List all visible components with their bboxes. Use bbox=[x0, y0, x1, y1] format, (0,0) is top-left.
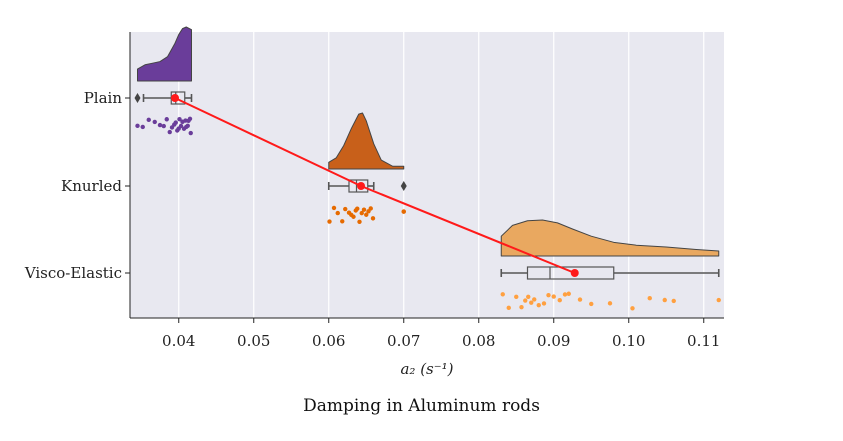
rain-point bbox=[566, 291, 571, 296]
x-tick-label: 0.10 bbox=[612, 332, 645, 350]
x-tick-label: 0.08 bbox=[462, 332, 495, 350]
outlier-marker bbox=[134, 93, 141, 103]
rain-points bbox=[135, 116, 721, 311]
rain-point bbox=[647, 295, 652, 301]
rain-point bbox=[359, 210, 364, 216]
rain-point bbox=[178, 123, 184, 129]
rain-point bbox=[357, 219, 362, 224]
rain-point bbox=[157, 122, 163, 128]
rain-point bbox=[351, 214, 356, 219]
box-plots bbox=[134, 91, 720, 280]
rain-point bbox=[662, 297, 667, 303]
rain-point bbox=[370, 216, 376, 221]
grid-lines bbox=[178, 32, 705, 318]
rain-point bbox=[188, 130, 193, 136]
x-tick-label: 0.06 bbox=[312, 332, 345, 350]
y-axis-categories: Plain Knurled Visco-Elastic bbox=[24, 89, 130, 282]
mean-marker bbox=[171, 94, 179, 102]
rain-point bbox=[541, 301, 547, 306]
y-category-label: Plain bbox=[84, 89, 123, 107]
x-tick-label: 0.04 bbox=[162, 332, 195, 350]
density-cloud bbox=[328, 112, 405, 170]
rain-point bbox=[630, 306, 635, 311]
rain-point bbox=[161, 123, 166, 129]
rain-point bbox=[551, 294, 556, 299]
rain-point bbox=[135, 123, 140, 129]
mean-marker bbox=[357, 182, 365, 190]
plot-background bbox=[130, 32, 724, 318]
rain-point bbox=[361, 207, 367, 212]
rain-point bbox=[185, 123, 190, 128]
rain-point bbox=[562, 292, 568, 297]
box-iqr bbox=[526, 266, 615, 280]
x-tick-label: 0.11 bbox=[687, 332, 720, 350]
y-category-label: Visco-Elastic bbox=[24, 264, 122, 282]
rain-point bbox=[546, 292, 551, 298]
rain-point bbox=[500, 292, 505, 297]
mean-line bbox=[171, 94, 579, 277]
rain-point bbox=[536, 302, 541, 308]
outlier-marker bbox=[400, 181, 407, 191]
x-tick-label: 0.05 bbox=[237, 332, 270, 350]
rain-point bbox=[577, 297, 583, 302]
rain-point bbox=[167, 129, 172, 135]
rain-point bbox=[519, 304, 524, 310]
rain-point bbox=[514, 294, 519, 300]
rain-point bbox=[364, 212, 369, 217]
density-cloud bbox=[137, 26, 192, 82]
rain-point bbox=[146, 117, 151, 123]
rain-point bbox=[177, 117, 182, 122]
rain-point bbox=[335, 210, 340, 216]
rain-point bbox=[327, 219, 332, 224]
density-cloud bbox=[500, 219, 720, 257]
x-axis-label: a₂ (s⁻¹) bbox=[400, 360, 453, 378]
box-iqr bbox=[348, 179, 369, 193]
rain-point bbox=[331, 205, 337, 211]
rain-point bbox=[557, 298, 562, 303]
rain-point bbox=[173, 120, 178, 125]
rain-point bbox=[716, 297, 721, 303]
y-category-label: Knurled bbox=[61, 177, 122, 195]
x-tick-label: 0.09 bbox=[537, 332, 570, 350]
rain-point bbox=[164, 117, 169, 122]
rain-point bbox=[355, 206, 360, 211]
rain-point bbox=[152, 119, 157, 125]
density-clouds bbox=[137, 26, 720, 257]
chart-caption: Damping in Aluminum rods bbox=[303, 396, 540, 416]
rain-point bbox=[368, 206, 373, 211]
rain-point bbox=[523, 298, 528, 303]
rain-point bbox=[187, 116, 193, 122]
rain-point bbox=[529, 300, 534, 305]
rain-point bbox=[401, 209, 406, 214]
mean-marker bbox=[570, 269, 579, 277]
rain-point bbox=[526, 294, 531, 299]
rain-point bbox=[532, 297, 537, 302]
rain-point bbox=[140, 124, 145, 130]
rain-point bbox=[343, 206, 348, 212]
x-tick-label: 0.07 bbox=[387, 332, 420, 350]
rain-point bbox=[607, 301, 613, 306]
x-axis-ticks: 0.04 0.05 0.06 0.07 0.08 0.09 0.10 0.11 bbox=[162, 318, 720, 350]
rain-point bbox=[340, 219, 345, 224]
rain-point bbox=[671, 298, 676, 304]
rain-point bbox=[589, 301, 594, 307]
rain-point bbox=[506, 305, 511, 311]
